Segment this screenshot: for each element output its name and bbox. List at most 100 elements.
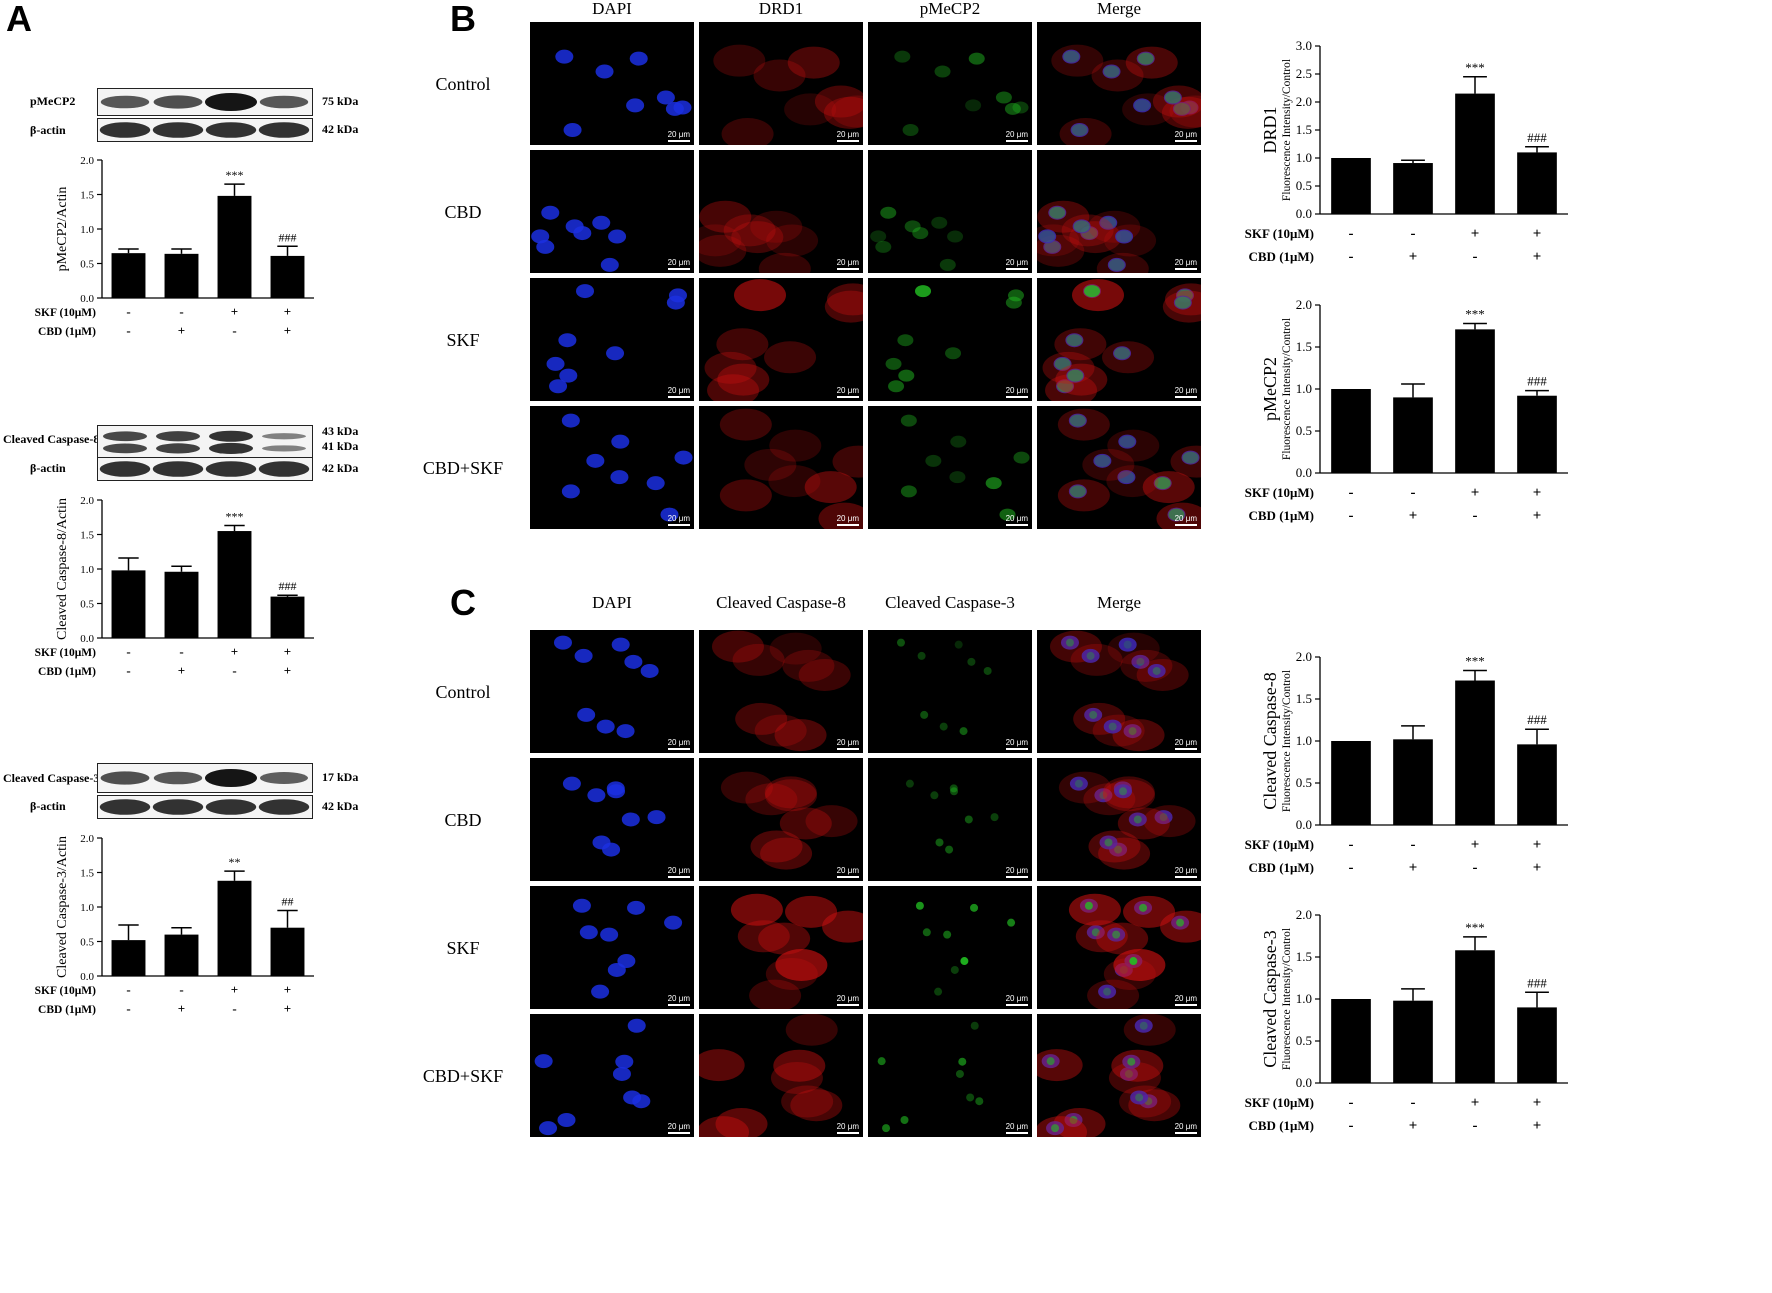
green-signal (1063, 50, 1080, 63)
significance-label: *** (226, 168, 244, 182)
green-signal (1129, 957, 1138, 966)
bar (1393, 397, 1433, 473)
nucleus (627, 1018, 646, 1033)
nucleus (1136, 51, 1155, 66)
blot-strip (97, 425, 313, 459)
nucleus (546, 356, 565, 371)
scale-bar-line (667, 748, 690, 750)
green-signal (945, 845, 954, 854)
y-tick-label: 1.0 (1296, 150, 1312, 165)
scale-bar: 20 μm (836, 258, 859, 270)
micrograph-tile: 20 μm (699, 406, 863, 529)
y-tick-label: 1.5 (80, 190, 94, 202)
treatment-row-label: SKF (10μM) (1245, 226, 1314, 241)
green-signal (1069, 1115, 1078, 1124)
nucleus (611, 637, 630, 652)
cytoplasm-signal (1082, 448, 1135, 481)
cytoplasm-signal (770, 1061, 823, 1094)
cytoplasm-signal (790, 1089, 843, 1122)
bar-chart-2: 0.0 0.5 1.0 1.5 2.0 Cleaved Caspase-8/Actin **… (35, 495, 314, 678)
scale-bar: 20 μm (836, 994, 859, 1006)
scale-bar: 20 μm (1174, 514, 1197, 526)
y-tick-label: 0.5 (1296, 775, 1312, 790)
micrograph-tile: 20 μm (699, 1014, 863, 1137)
cytoplasm-signal (764, 776, 817, 809)
blot-label: Cleaved Caspase-3 (3, 771, 100, 785)
micrograph-tile: 20 μm (699, 278, 863, 401)
nucleus (563, 123, 582, 138)
treatment-sign: - (1473, 249, 1478, 265)
bar (1517, 152, 1557, 214)
treatment-sign: + (1533, 226, 1542, 242)
scale-bar-line (836, 524, 859, 526)
cytoplasm-signal (735, 702, 788, 735)
scale-bar: 20 μm (1174, 994, 1197, 1006)
green-signal (1039, 230, 1056, 243)
treatment-sign: + (231, 982, 238, 997)
green-signal (1168, 508, 1185, 521)
cytoplasm-signal (1070, 643, 1123, 676)
nucleus (623, 1090, 642, 1105)
scale-bar-label: 20 μm (667, 866, 690, 875)
blot-band (99, 799, 151, 815)
green-signal (1044, 240, 1061, 253)
green-signal (1114, 347, 1131, 360)
treatment-sign: - (1349, 508, 1354, 524)
green-signal (1013, 451, 1030, 464)
cytoplasm-signal (1152, 85, 1201, 118)
treatment-sign: - (126, 663, 130, 678)
nucleus (1130, 1090, 1149, 1105)
bar-chart-6: 0.0 0.5 1.0 1.5 2.0 Cleaved Caspase-8 Fluoresc… (1245, 649, 1568, 876)
green-signal (902, 124, 919, 137)
cytoplasm-signal (826, 283, 863, 316)
green-signal (947, 230, 964, 243)
nucleus (1062, 49, 1081, 64)
y-tick-label: 0.0 (1296, 817, 1312, 832)
green-signal (1139, 903, 1148, 912)
treatment-sign: + (284, 304, 291, 319)
cytoplasm-signal (787, 46, 840, 79)
bar (1455, 680, 1495, 825)
treatment-row-label: SKF (10μM) (1245, 837, 1314, 852)
green-signal (1071, 124, 1088, 137)
treatment-sign: + (1533, 837, 1542, 853)
nucleus (624, 654, 643, 669)
cytoplasm-signal (707, 374, 760, 401)
micrograph-tile: 20 μm (530, 630, 694, 753)
cytoplasm-signal (1059, 118, 1112, 145)
green-signal (917, 651, 926, 660)
scale-bar: 20 μm (667, 1122, 690, 1134)
green-signal (1069, 485, 1086, 498)
micrograph-tile: 20 μm (699, 630, 863, 753)
y-tick-label: 1.5 (1296, 339, 1312, 354)
scale-bar: 20 μm (667, 994, 690, 1006)
green-signal (1123, 640, 1132, 649)
significance-label: ### (1527, 712, 1547, 727)
treatment-sign: - (126, 323, 130, 338)
green-signal (915, 285, 932, 298)
green-signal (950, 787, 959, 796)
green-signal (970, 1021, 979, 1030)
bar (1393, 739, 1433, 825)
y-axis-label: Cleaved Caspase-8 (1260, 672, 1280, 809)
green-signal (1089, 710, 1098, 719)
nucleus (606, 346, 625, 361)
green-signal (1094, 454, 1111, 467)
cytoplasm-signal (715, 1108, 768, 1137)
cytoplasm-signal (1119, 1085, 1172, 1118)
y-tick-label: 0.0 (80, 293, 94, 305)
scale-bar-label: 20 μm (1174, 258, 1197, 267)
cytoplasm-signal (758, 922, 811, 955)
green-signal (1135, 1093, 1144, 1102)
bar (1517, 395, 1557, 473)
cytoplasm-signal (1053, 1108, 1106, 1137)
significance-label: *** (1465, 306, 1485, 321)
scale-bar: 20 μm (1174, 258, 1197, 270)
micrograph-tile: 20 μm (699, 150, 863, 273)
blot-band (156, 443, 200, 454)
scale-bar-label: 20 μm (836, 994, 859, 1003)
y-tick-label: 0.0 (1296, 1075, 1312, 1090)
cytoplasm-signal (824, 290, 863, 323)
cytoplasm-signal (749, 979, 802, 1009)
nucleus (572, 898, 591, 913)
